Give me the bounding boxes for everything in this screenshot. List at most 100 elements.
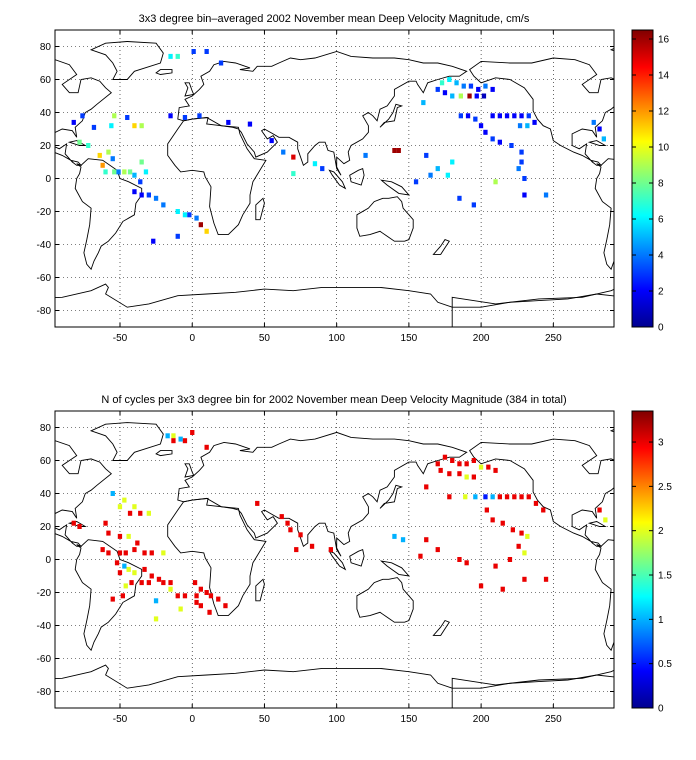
- bin-cell: [445, 172, 450, 178]
- coastline: [255, 197, 265, 221]
- coastline: [89, 422, 164, 461]
- coastline: [349, 548, 365, 567]
- bin-cell: [467, 93, 472, 99]
- coastline: [167, 497, 267, 617]
- coastline: [67, 140, 87, 146]
- bin-cell: [123, 583, 128, 589]
- bin-cell: [493, 467, 498, 473]
- x-tick-label: 150: [401, 714, 418, 725]
- coastline: [55, 283, 614, 327]
- bin-cell: [191, 49, 196, 54]
- bin-cell: [312, 161, 318, 167]
- coastline: [184, 463, 195, 478]
- bin-cell: [522, 550, 527, 556]
- bin-cell: [285, 520, 290, 526]
- bin-cell: [120, 593, 125, 599]
- colorbar-tick-label: 2: [658, 526, 664, 537]
- y-tick-label: -60: [37, 273, 52, 284]
- bin-cell: [198, 603, 203, 609]
- bin-cell: [117, 550, 123, 556]
- bin-cell: [497, 113, 502, 119]
- bin-cell: [309, 543, 315, 549]
- bin-cell: [478, 464, 484, 470]
- bin-cell: [161, 202, 166, 208]
- bin-cell: [126, 533, 131, 539]
- x-tick-label: 50: [259, 333, 271, 344]
- bin-cell: [435, 86, 440, 92]
- bin-cell: [281, 149, 286, 155]
- y-tick-label: 60: [40, 456, 52, 467]
- coastline: [676, 70, 692, 75]
- bin-cell: [103, 520, 108, 526]
- bin-cell: [208, 593, 214, 599]
- bin-cell: [457, 461, 462, 467]
- bin-cell: [541, 507, 546, 513]
- bin-cell: [428, 172, 433, 178]
- bin-cell: [194, 593, 199, 599]
- bin-cell: [497, 139, 502, 145]
- bin-cell: [168, 53, 173, 59]
- bin-cell: [471, 202, 476, 208]
- bin-cell: [77, 524, 82, 529]
- bin-cell: [171, 433, 176, 439]
- bin-cell: [126, 566, 131, 572]
- coastline: [89, 41, 164, 80]
- x-tick-label: 200: [473, 714, 490, 725]
- bin-cell: [483, 83, 488, 89]
- bin-cell: [255, 500, 260, 506]
- bin-cell: [421, 100, 426, 106]
- velocity-colorbar: [631, 29, 654, 328]
- bin-cell: [279, 514, 284, 520]
- bin-cell: [129, 580, 134, 586]
- bin-cell: [597, 507, 602, 513]
- bin-cell: [127, 510, 133, 516]
- bin-cell: [468, 83, 474, 89]
- bin-cell: [187, 212, 192, 218]
- bin-cell: [465, 113, 471, 119]
- x-tick-label: 250: [545, 714, 562, 725]
- bin-cell: [450, 458, 455, 463]
- bin-cell: [112, 169, 117, 175]
- bin-cell: [474, 93, 479, 99]
- coastline: [594, 539, 614, 652]
- bin-cell: [116, 169, 121, 175]
- bin-cell: [139, 192, 144, 198]
- y-tick-label: -40: [37, 621, 52, 632]
- bin-cell: [298, 532, 303, 538]
- bin-cell: [71, 119, 76, 125]
- bin-cell: [110, 596, 115, 602]
- colorbar-tick-label: 1: [658, 615, 664, 626]
- bin-cell: [100, 547, 105, 553]
- bin-cell: [114, 560, 120, 566]
- bin-cell: [490, 86, 495, 92]
- bin-cell: [525, 123, 530, 129]
- bin-cell: [153, 195, 159, 201]
- bin-cell: [122, 169, 127, 175]
- bin-cell: [392, 148, 397, 153]
- bin-cell: [91, 124, 97, 130]
- bin-cell: [139, 580, 144, 586]
- bin-cell: [288, 527, 293, 533]
- bin-cell: [122, 563, 127, 569]
- bin-cell: [504, 494, 510, 500]
- bin-cell: [447, 494, 452, 500]
- y-tick-label: 80: [40, 423, 52, 434]
- x-tick-label: 50: [259, 714, 271, 725]
- bin-cell: [392, 533, 397, 539]
- bin-cell: [109, 123, 114, 129]
- bin-cell: [204, 590, 209, 595]
- bin-cell: [500, 520, 505, 526]
- bin-cell: [519, 494, 524, 500]
- bin-cell: [190, 430, 195, 435]
- bin-cell: [247, 121, 253, 127]
- bin-cell: [478, 123, 484, 129]
- bin-cell: [471, 474, 476, 480]
- cycles-map-y-ticks: -80 -60 -40 -20 0 20 40 60 80: [37, 423, 614, 698]
- bin-cell: [413, 179, 419, 185]
- bin-cell: [497, 494, 502, 500]
- bin-cell: [204, 228, 209, 234]
- bin-cell: [458, 93, 463, 99]
- colorbar-tick-label: 16: [658, 35, 670, 46]
- bin-cell: [458, 113, 463, 119]
- bin-cell: [153, 616, 159, 622]
